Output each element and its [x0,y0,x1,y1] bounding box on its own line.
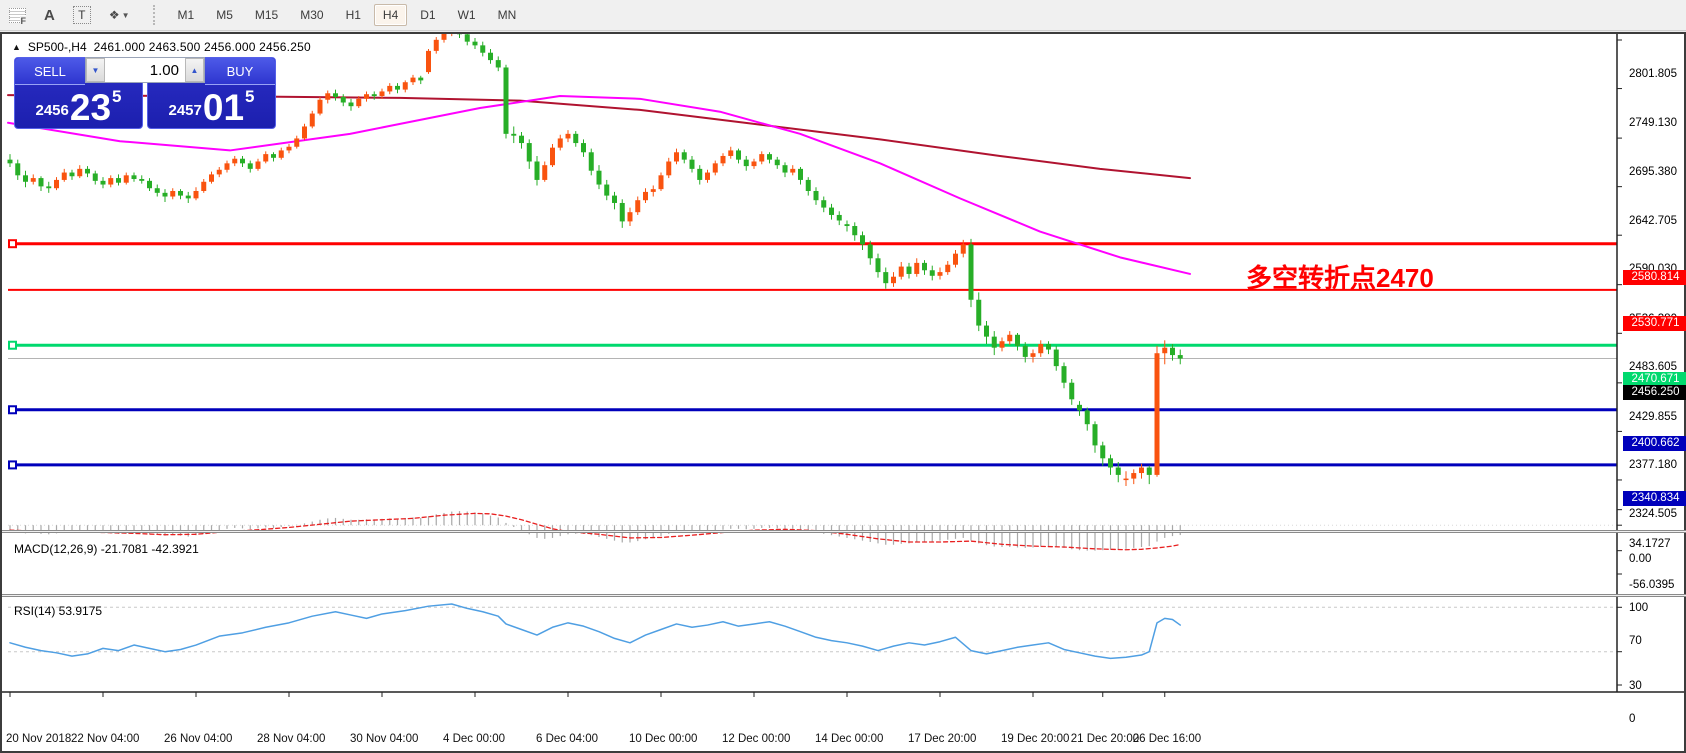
volume-decrease-button[interactable]: ▼ [86,58,105,82]
x-axis-label: 6 Dec 04:00 [536,733,599,745]
timeframe-mn[interactable]: MN [497,8,517,22]
price-badge-2470.671: 2470.671 [1623,371,1686,387]
x-axis-label: 12 Dec 00:00 [722,733,791,745]
timeframe-d1[interactable]: D1 [420,8,436,22]
sell-price: 2456 23 5 [35,87,122,128]
volume-input[interactable] [105,58,185,82]
timeframe-m1[interactable]: M1 [177,8,195,22]
timeframe-w1[interactable]: W1 [457,8,476,22]
volume-stepper: ▼ ▲ [85,57,205,83]
macd-axis-label: 0.00 [1629,553,1652,566]
x-axis-label: 19 Dec 20:00 [1001,733,1070,745]
rsi-label: RSI(14) 53.9175 [14,604,103,618]
chart-text-annotation[interactable]: 多空转折点2470 [1246,263,1434,293]
rsi-axis-label: 70 [1629,635,1642,648]
volume-increase-button[interactable]: ▲ [185,58,204,82]
macd-splitter[interactable] [2,530,1686,533]
x-axis-label: 21 Dec 20:00 [1070,733,1140,745]
price-badge-2340.834: 2340.834 [1623,491,1686,507]
timeframe-bar: M1 M5 M15 M30 H1 H4 D1 W1 MN [167,4,528,26]
text-label-icon[interactable]: A [44,6,55,24]
rsi-splitter[interactable] [2,594,1686,597]
rsi-line[interactable] [9,603,1181,660]
sell-button[interactable]: SELL [15,58,85,85]
x-axis-label: 4 Dec 00:00 [443,733,506,745]
chart-window: ▲ SP500-,H4 2461.000 2463.500 2456.000 2… [0,32,1686,753]
x-axis-label: 28 Nov 04:00 [257,733,326,745]
current-price-badge: 2456.250 [1623,385,1686,401]
top-toolbar: F A T ❖ ▼ M1 M5 M15 M30 H1 H4 D1 W1 MN [0,0,1686,31]
price-badge-2580.814: 2580.814 [1623,270,1686,286]
ma-fast-line[interactable] [7,95,1191,275]
x-axis-label: 14 Dec 00:00 [815,733,884,745]
shapes-icon[interactable]: ❖ ▼ [108,8,130,22]
ma-slow-line[interactable] [7,94,1191,180]
chart-canvas[interactable] [2,34,1684,751]
buy-price: 2457 01 5 [168,87,255,128]
rsi-axis-label: 30 [1629,679,1642,692]
y-axis-label: 2483.605 [1629,361,1677,374]
timeframe-h1[interactable]: H1 [345,8,361,22]
x-axis-label: 26 Nov 04:00 [164,733,233,745]
macd-label: MACD(12,26,9) -21.7081 -42.3921 [14,542,199,556]
y-axis-label: 2642.705 [1629,214,1677,227]
x-axis-label: 30 Nov 04:00 [350,733,419,745]
symbol-name: SP500-,H4 [27,40,87,54]
x-axis-label: 22 Nov 04:00 [71,733,140,745]
text-box-icon[interactable]: T [72,4,91,26]
y-axis-label: 2749.130 [1629,116,1677,129]
timeframe-m5[interactable]: M5 [216,8,233,22]
candles[interactable] [7,34,1183,486]
timeframe-m30[interactable]: M30 [300,8,324,22]
x-axis-label: 17 Dec 20:00 [908,733,977,745]
price-badge-2530.771: 2530.771 [1623,316,1686,332]
profiles-grid-icon[interactable]: F [9,4,26,26]
y-axis-label: 2429.855 [1629,410,1677,423]
expand-data-icon[interactable]: ▲ [12,42,21,52]
hline-handle-2470.671[interactable] [8,340,17,350]
symbol-ohlc: 2461.000 2463.500 2456.000 2456.250 [93,40,311,54]
y-axis-label: 2377.180 [1629,459,1677,472]
y-axis-label: 2695.380 [1629,166,1677,179]
buy-button[interactable]: BUY [205,58,275,85]
chevron-down-icon: ▼ [121,10,130,20]
x-axis-label: 26 Dec 16:00 [1132,733,1202,745]
timeframe-m15[interactable]: M15 [254,8,279,22]
macd-axis-label: 34.1727 [1629,537,1671,550]
x-axis-label: 10 Dec 00:00 [629,733,698,745]
hline-handle-2400.662[interactable] [8,405,17,415]
rsi-axis-label: 0 [1629,713,1636,725]
symbol-info-line: ▲ SP500-,H4 2461.000 2463.500 2456.000 2… [12,40,311,54]
y-axis-label: 2801.805 [1629,68,1677,80]
price-badge-2400.662: 2400.662 [1623,436,1686,452]
y-axis-label: 2324.505 [1629,507,1677,520]
timeframe-h4[interactable]: H4 [373,4,408,26]
hline-handle-2340.834[interactable] [8,460,17,470]
toolbar-grip[interactable] [152,5,157,25]
rsi-axis-label: 100 [1629,602,1649,614]
hline-handle-2580.814[interactable] [8,239,17,249]
x-axis-label: 20 Nov 2018 [6,733,72,745]
macd-axis-label: -56.0395 [1629,578,1675,591]
